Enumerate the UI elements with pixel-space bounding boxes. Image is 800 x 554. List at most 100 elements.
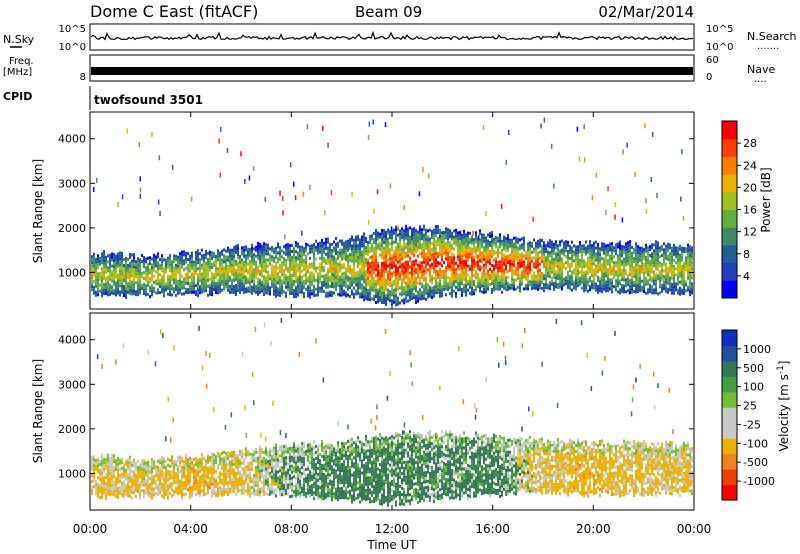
scatter-cell xyxy=(303,265,305,269)
scatter-cell xyxy=(595,240,597,244)
scatter-cell xyxy=(139,276,141,280)
scatter-cell xyxy=(133,265,135,269)
scatter-cell xyxy=(415,259,417,263)
scatter-cell xyxy=(483,281,485,285)
scatter-cell xyxy=(443,246,445,249)
scatter-cell xyxy=(689,251,691,255)
scatter-cell xyxy=(95,257,97,261)
scatter-cell xyxy=(95,284,97,288)
scatter-cell xyxy=(575,272,577,276)
scatter-cell xyxy=(153,289,155,293)
scatter-cell xyxy=(679,253,681,257)
scatter-cell xyxy=(241,264,243,268)
scatter-cell xyxy=(93,264,95,268)
scatter-cell xyxy=(281,264,283,268)
scatter-cell xyxy=(401,248,403,252)
scatter-cell xyxy=(499,251,501,255)
scatter-cell xyxy=(445,248,447,252)
scatter-cell xyxy=(465,260,467,264)
scatter-cell xyxy=(109,289,111,293)
scatter-cell xyxy=(387,297,389,301)
scatter-cell xyxy=(425,243,427,247)
scatter-cell xyxy=(451,288,453,292)
scatter-cell xyxy=(143,492,145,496)
noise-point xyxy=(218,138,220,144)
scatter-cell xyxy=(339,254,341,258)
scatter-cell xyxy=(243,260,245,264)
scatter-cell xyxy=(691,276,693,280)
scatter-cell xyxy=(169,491,171,495)
scatter-cell xyxy=(111,468,113,472)
scatter-cell xyxy=(319,247,321,251)
scatter-cell xyxy=(535,280,537,284)
noise-point xyxy=(93,187,95,193)
scatter-cell xyxy=(399,292,401,296)
scatter-cell xyxy=(243,251,245,255)
scatter-cell xyxy=(679,274,681,278)
scatter-cell xyxy=(149,259,151,263)
scatter-cell xyxy=(99,496,101,499)
scatter-cell xyxy=(361,262,363,266)
scatter-cell xyxy=(633,257,635,260)
scatter-cell xyxy=(341,257,343,261)
scatter-cell xyxy=(141,465,143,469)
scatter-cell xyxy=(439,282,441,286)
scatter-cell xyxy=(317,281,319,285)
scatter-cell xyxy=(563,265,565,269)
scatter-cell xyxy=(399,250,401,254)
scatter-cell xyxy=(103,488,105,492)
scatter-cell xyxy=(541,272,543,275)
scatter-cell xyxy=(345,252,347,256)
scatter-cell xyxy=(367,294,369,298)
scatter-cell xyxy=(505,270,507,274)
scatter-cell xyxy=(445,230,447,234)
scatter-cell xyxy=(601,281,603,285)
scatter-cell xyxy=(475,288,477,292)
scatter-cell xyxy=(475,231,477,235)
scatter-cell xyxy=(575,263,577,267)
scatter-cell xyxy=(547,265,549,269)
scatter-cell xyxy=(591,268,593,272)
scatter-cell xyxy=(125,462,127,466)
scatter-cell xyxy=(485,254,487,258)
scatter-cell xyxy=(409,280,411,284)
scatter-cell xyxy=(103,289,105,293)
scatter-cell xyxy=(133,253,135,257)
scatter-cell xyxy=(369,283,371,287)
scatter-cell xyxy=(277,293,279,297)
scatter-cell xyxy=(199,288,201,292)
scatter-cell xyxy=(429,252,431,256)
noise-point xyxy=(219,172,221,178)
scatter-cell xyxy=(427,250,429,254)
scatter-cell xyxy=(117,285,119,289)
scatter-cell xyxy=(543,265,545,269)
scatter-cell xyxy=(113,493,115,497)
scatter-cell xyxy=(497,272,499,276)
scatter-cell xyxy=(675,261,677,265)
scatter-cell xyxy=(379,292,381,296)
scatter-cell xyxy=(453,274,455,278)
scatter-cell xyxy=(437,273,439,276)
scatter-cell xyxy=(289,277,291,281)
scatter-cell xyxy=(201,287,203,291)
scatter-cell xyxy=(237,289,239,293)
scatter-cell xyxy=(281,249,283,253)
scatter-cell xyxy=(217,291,219,295)
scatter-cell xyxy=(641,279,643,283)
scatter-cell xyxy=(375,265,377,268)
scatter-cell xyxy=(167,292,169,296)
scatter-cell xyxy=(419,240,421,244)
scatter-cell xyxy=(223,266,225,270)
scatter-cell xyxy=(641,270,643,274)
scatter-cell xyxy=(133,286,135,290)
scatter-cell xyxy=(137,471,139,475)
noise-point xyxy=(117,202,119,207)
scatter-cell xyxy=(679,289,681,293)
scatter-cell xyxy=(453,271,455,275)
scatter-cell xyxy=(461,260,463,264)
scatter-cell xyxy=(607,247,609,251)
scatter-cell xyxy=(413,233,415,237)
scatter-cell xyxy=(407,227,409,231)
scatter-cell xyxy=(491,234,493,237)
scatter-cell xyxy=(109,493,111,496)
